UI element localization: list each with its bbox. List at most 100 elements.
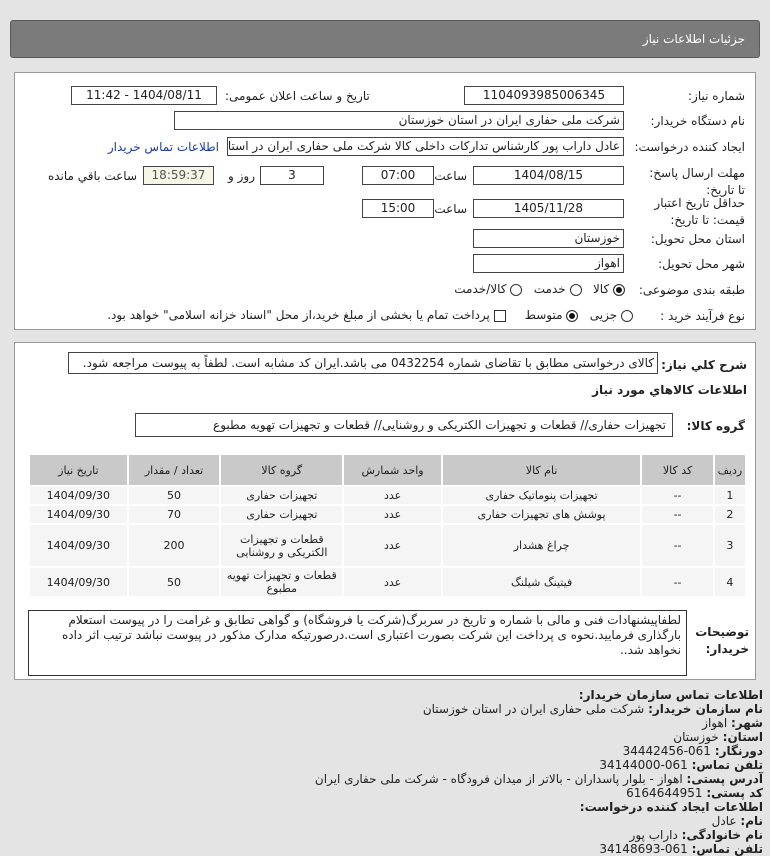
contact-label: کد پستی: — [706, 786, 763, 800]
table-row: 3 -- چراغ هشدار عدد قطعات و تجهیزات الکتریکی… — [30, 525, 745, 566]
item-date: 1404/09/30 — [30, 568, 127, 596]
item-group: قطعات و تجهیزات تهویه مطبوع — [221, 568, 343, 596]
deadline-time-label: ساعت — [434, 169, 467, 183]
col-code: کد کالا — [642, 455, 713, 485]
announce-field[interactable]: 1404/08/11 - 11:42 — [71, 86, 217, 105]
deadline-label: مهلت ارسال پاسخ: تا تاریخ: — [649, 166, 745, 197]
goods-section-title: اطلاعات کالاهاي مورد نياز — [592, 383, 747, 397]
remaining-time-field: 18:59:37 — [143, 166, 214, 185]
item-date: 1404/09/30 — [30, 506, 127, 523]
notes-label: توضیحات خریدار: — [695, 625, 749, 656]
validity-time-field[interactable]: 15:00 — [362, 199, 434, 218]
item-code: -- — [642, 506, 713, 523]
page-title: جزئیات اطلاعات نیاز — [642, 32, 745, 46]
buyer-org-field[interactable]: شرکت ملی حفاری ایران در استان خوزستان — [174, 111, 624, 130]
contact-value: 6164644951 — [626, 786, 703, 800]
contact-line: استان: خوزستان — [673, 730, 763, 744]
creator-label: ایجاد کننده درخواست: — [634, 140, 745, 154]
radio-goods-service[interactable] — [510, 283, 523, 296]
col-date: تاریخ نیاز — [30, 455, 127, 485]
row-number: 2 — [714, 506, 745, 523]
row-number: 4 — [714, 568, 745, 596]
item-group: تجهیزات حفاری — [221, 487, 343, 504]
treasury-checkbox[interactable] — [493, 309, 506, 322]
item-name: پوشش های تجهیزات حفاری — [442, 506, 641, 523]
page-header: جزئیات اطلاعات نیاز — [10, 20, 760, 58]
province-field[interactable]: خوزستان — [473, 229, 624, 248]
col-group: گروه کالا — [221, 455, 343, 485]
contact-label: نام سازمان خریدار: — [648, 702, 763, 716]
item-qty: 50 — [128, 487, 220, 504]
city-label: شهر محل تحویل: — [658, 257, 745, 271]
process-radio-group: جزیی متوسط پرداخت تمام یا بخشی از مبلغ خ… — [107, 308, 633, 322]
remaining-label: ساعت باقي مانده — [47, 169, 137, 183]
summary-field: کالای درخواستی مطابق با تقاضای شماره 043… — [68, 352, 658, 374]
goods-group-label: گروه کالا: — [686, 419, 745, 433]
announce-label: تاریخ و ساعت اعلان عمومی: — [225, 89, 370, 103]
table-row: 4 -- فیتینگ شیلنگ عدد قطعات و تجهیزات تهویه … — [30, 568, 745, 596]
creator-title: اطلاعات ایجاد کننده درخواست: — [579, 800, 763, 814]
radio-service[interactable] — [569, 283, 582, 296]
need-number-field[interactable]: 1104093985006345 — [464, 86, 624, 105]
contact-label: دورنگار: — [714, 744, 763, 758]
contact-value: 061-34442456 — [622, 744, 711, 758]
contact-value: اهواز — [702, 716, 728, 730]
creator-line: نام خانوادگی: داراب پور — [630, 828, 763, 842]
contact-label: تلفن تماس: — [691, 758, 763, 772]
contact-label: آدرس پستی: — [686, 772, 763, 786]
creator-value: عادل — [711, 814, 737, 828]
item-group: تجهیزات حفاری — [221, 506, 343, 523]
item-code: -- — [642, 568, 713, 596]
contact-title: اطلاعات تماس سازمان خریدار: — [578, 688, 763, 702]
goods-table: ردیف کد کالا نام کالا واحد شمارش گروه کا… — [28, 453, 747, 598]
creator-label: تلفن تماس: — [691, 842, 763, 856]
radio-medium[interactable] — [566, 309, 579, 322]
contact-value: شرکت ملی حفاری ایران در استان خوزستان — [422, 702, 645, 716]
contact-title-line: اطلاعات تماس سازمان خریدار: — [579, 688, 763, 702]
deadline-date-field[interactable]: 1404/08/15 — [473, 166, 624, 185]
days-field[interactable]: 3 — [260, 166, 324, 185]
category-label: طبقه بندی موضوعی: — [638, 283, 745, 297]
col-row: ردیف — [714, 455, 745, 485]
contact-value: 061-34144000 — [599, 758, 688, 772]
item-unit: عدد — [344, 487, 441, 504]
summary-label: شرح کلي نياز: — [661, 358, 747, 372]
item-group: قطعات و تجهیزات الکتریکی و روشنایی — [221, 525, 343, 566]
row-number: 3 — [714, 525, 745, 566]
validity-date-field[interactable]: 1405/11/28 — [473, 199, 624, 218]
buyer-contact-link[interactable]: اطلاعات تماس خریدار — [107, 140, 219, 154]
item-date: 1404/09/30 — [30, 525, 127, 566]
row-number: 1 — [714, 487, 745, 504]
validity-label: حداقل تاریخ اعتبار قیمت: تا تاریخ: — [654, 196, 745, 227]
item-qty: 200 — [128, 525, 220, 566]
contact-value: خوزستان — [673, 730, 719, 744]
creator-value: 061-34148693 — [599, 842, 688, 856]
item-unit: عدد — [344, 525, 441, 566]
contact-line: تلفن تماس: 061-34144000 — [599, 758, 763, 772]
goods-panel: شرح کلي نياز: کالای درخواستی مطابق با تق… — [14, 342, 756, 604]
item-name: فیتینگ شیلنگ — [442, 568, 641, 596]
radio-goods-label: کالا — [592, 282, 610, 296]
radio-service-label: خدمت — [533, 282, 566, 296]
radio-goods-service-label: کالا/خدمت — [454, 282, 507, 296]
col-qty: تعداد / مقدار — [128, 455, 220, 485]
deadline-time-field[interactable]: 07:00 — [362, 166, 434, 185]
radio-goods[interactable] — [613, 283, 625, 296]
item-qty: 50 — [128, 568, 220, 596]
item-name: چراغ هشدار — [442, 525, 641, 566]
item-unit: عدد — [344, 568, 441, 596]
notes-field: لطفاپیشنهادات فنی و مالی با شماره و تاری… — [28, 610, 687, 676]
radio-minor[interactable] — [621, 309, 633, 322]
item-qty: 70 — [128, 506, 220, 523]
col-unit: واحد شمارش — [344, 455, 441, 485]
need-number-label: شماره نیاز: — [688, 89, 745, 103]
creator-value: داراب پور — [629, 828, 678, 842]
item-code: -- — [642, 525, 713, 566]
item-date: 1404/09/30 — [30, 487, 127, 504]
creator-field[interactable]: عادل داراب پور کارشناس تدارکات داخلی کال… — [227, 137, 624, 156]
validity-time-label: ساعت — [434, 202, 467, 216]
city-field[interactable]: اهواز — [473, 254, 624, 273]
process-label: نوع فرآیند خرید : — [660, 309, 745, 323]
contact-label: استان: — [722, 730, 763, 744]
need-details-panel: شماره نیاز: 1104093985006345 تاریخ و ساع… — [14, 72, 756, 330]
